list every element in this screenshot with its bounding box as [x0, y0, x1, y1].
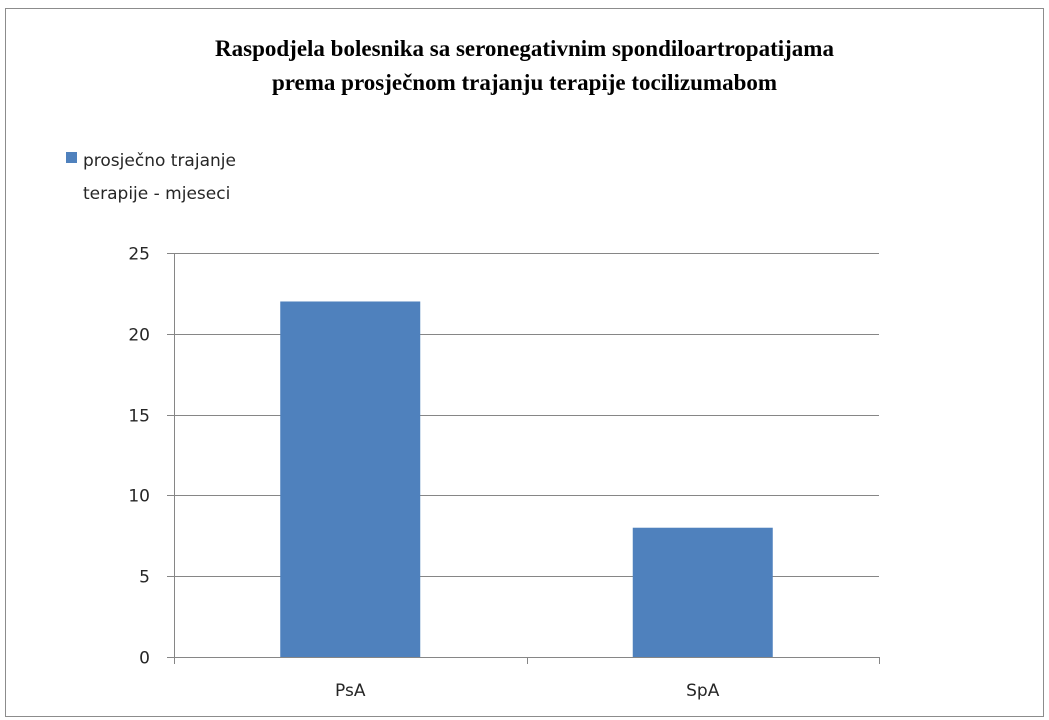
x-tick-labels: PsA SpA: [335, 681, 720, 701]
bar-PsA: [280, 301, 421, 657]
bar-SpA: [632, 527, 773, 657]
x-tick-label-SpA: SpA: [686, 681, 720, 701]
y-tick-label: 5: [139, 568, 150, 588]
chart-title-line-1: Raspodjela bolesnika sa seronegativnim s…: [215, 36, 834, 61]
y-tick-label: 20: [128, 326, 150, 346]
gridlines: [174, 253, 879, 577]
bars: [280, 301, 773, 657]
y-tick-label: 0: [139, 649, 150, 669]
legend-swatch: [66, 152, 77, 163]
legend-label-line-2: terapije - mjeseci: [83, 184, 231, 204]
legend-label: prosječno trajanje terapije - mjeseci: [83, 145, 343, 211]
chart-title: Raspodjela bolesnika sa seronegativnim s…: [0, 32, 1049, 100]
y-tick-label: 15: [128, 407, 150, 427]
x-tick-label-PsA: PsA: [335, 681, 366, 701]
chart-title-line-2: prema prosječnom trajanju terapije tocil…: [271, 70, 778, 95]
y-tick-label: 25: [128, 245, 150, 265]
chart-frame: [5, 8, 1044, 717]
y-tick-label: 10: [128, 487, 150, 507]
axes: [167, 253, 880, 664]
legend-label-line-1: prosječno trajanje: [83, 151, 236, 171]
y-tick-labels: 0 5 10 15 20 25: [128, 245, 150, 669]
